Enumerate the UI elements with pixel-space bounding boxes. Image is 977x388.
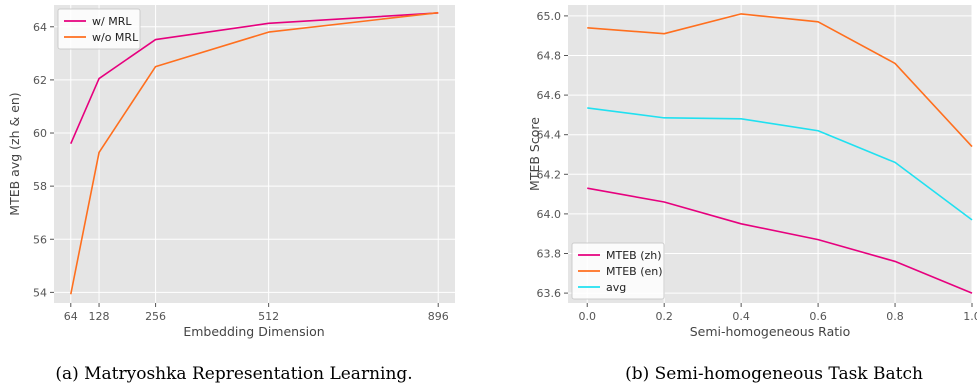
a-xtick-label: 896	[428, 310, 449, 323]
chart-a: 64 128 256 512 896 54 56 58 60 62 64 Embedding Dim…	[7, 5, 455, 384]
b-xtick-label: 0.6	[809, 310, 827, 323]
chart-b-ylabel: MTEB Score	[527, 117, 542, 191]
b-legend-label: MTEB (zh)	[606, 249, 662, 262]
b-series-line-0	[587, 187, 973, 294]
b-xtick-label: 0.4	[732, 310, 750, 323]
b-ytick-label: 64.0	[537, 208, 562, 221]
a-ytick-label: 56	[33, 233, 47, 246]
a-series-line-0	[70, 12, 439, 144]
b-series-line-1	[587, 13, 973, 148]
b-legend-label: MTEB (en)	[606, 265, 663, 278]
a-xtick-label: 512	[258, 310, 279, 323]
chart-b: 0.0 0.2 0.4 0.6 0.8 1.0 63.6 63.8 64.0 64.2 64.4 64…	[527, 5, 977, 384]
a-legend-label: w/o MRL	[92, 31, 139, 44]
chart-b-caption: (b) Semi-homogeneous Task Batch	[625, 364, 923, 384]
b-ytick-label: 64.2	[537, 168, 562, 181]
b-ytick-label: 64.4	[537, 129, 562, 142]
chart-b-grid	[568, 5, 973, 303]
a-ytick-label: 60	[33, 127, 47, 140]
a-ytick-label: 64	[33, 21, 47, 34]
chart-b-ticks: 0.0 0.2 0.4 0.6 0.8 1.0 63.6 63.8 64.0 64.2 64.4 64…	[537, 10, 977, 323]
a-xtick-label: 128	[89, 310, 110, 323]
b-ytick-label: 65.0	[537, 10, 562, 23]
b-legend-box	[571, 242, 665, 300]
chart-a-ylabel: MTEB avg (zh & en)	[7, 92, 22, 215]
b-ytick-label: 63.8	[537, 247, 562, 260]
chart-a-ticks: 64 128 256 512 896 54 56 58 60 62 64	[33, 21, 449, 323]
b-xtick-label: 0.2	[655, 310, 673, 323]
a-ytick-label: 62	[33, 74, 47, 87]
a-legend-label: w/ MRL	[92, 15, 132, 28]
b-xtick-label: 1.0	[963, 310, 977, 323]
chart-b-legend: MTEB (zh) MTEB (en) avg	[571, 242, 665, 300]
a-series-line-1	[69, 11, 439, 295]
b-ytick-label: 64.6	[537, 89, 562, 102]
b-series-line-2	[587, 107, 973, 221]
chart-a-series	[69, 11, 439, 295]
b-ytick-label: 63.6	[537, 287, 562, 300]
a-ytick-label: 58	[33, 180, 47, 193]
b-legend-label: avg	[606, 281, 626, 294]
chart-a-plot-area	[54, 5, 455, 303]
a-xtick-label: 64	[64, 310, 78, 323]
a-xtick-label: 256	[145, 310, 166, 323]
chart-b-series	[587, 13, 973, 294]
b-xtick-label: 0.0	[578, 310, 596, 323]
chart-a-legend: w/ MRL w/o MRL	[57, 8, 141, 50]
chart-a-xlabel: Embedding Dimension	[183, 324, 324, 339]
chart-a-caption: (a) Matryoshka Representation Learning.	[55, 364, 412, 384]
a-ytick-label: 54	[33, 286, 47, 299]
chart-b-xlabel: Semi-homogeneous Ratio	[690, 324, 851, 339]
b-ytick-label: 64.8	[537, 49, 562, 62]
a-legend-box	[57, 8, 141, 50]
b-xtick-label: 0.8	[886, 310, 904, 323]
